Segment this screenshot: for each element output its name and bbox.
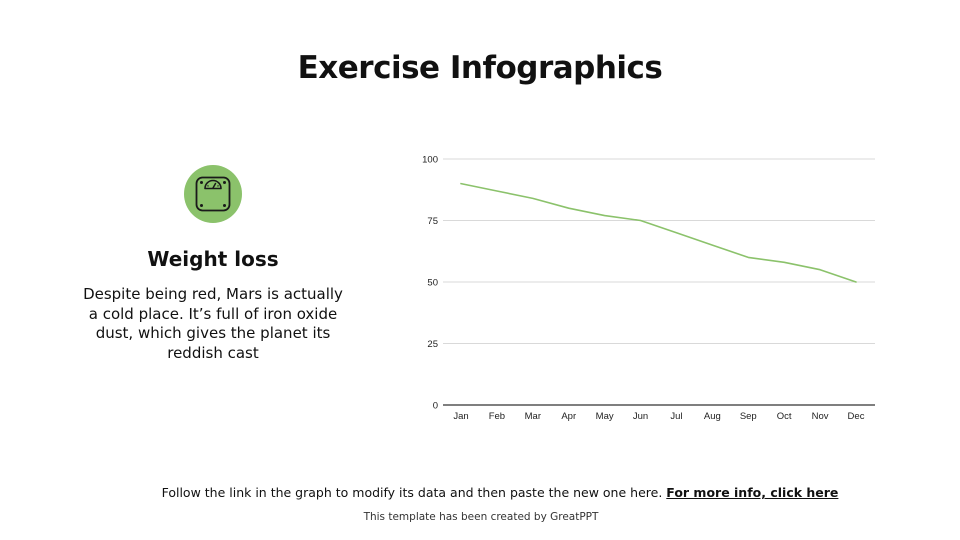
- x-tick-label: Jun: [633, 411, 648, 422]
- more-info-link[interactable]: For more info, click here: [666, 485, 839, 500]
- x-tick-label: Mar: [525, 411, 541, 422]
- x-tick-label: Sep: [740, 411, 757, 422]
- y-tick-label: 75: [427, 216, 438, 227]
- template-credit: This template has been created by GreatP…: [363, 511, 599, 523]
- y-tick-label: 100: [422, 155, 438, 166]
- y-tick-label: 50: [427, 278, 438, 289]
- series-line: [460, 182, 857, 283]
- y-tick-label: 0: [433, 401, 438, 412]
- x-tick-label: Jan: [453, 411, 468, 422]
- weight-scale-icon: [184, 165, 242, 223]
- x-tick-label: Dec: [848, 411, 865, 422]
- x-tick-label: Aug: [704, 411, 721, 422]
- page-title: Exercise Infographics: [297, 50, 663, 86]
- x-tick-label: May: [596, 411, 614, 422]
- feature-title: Weight loss: [147, 247, 279, 271]
- x-tick-label: Apr: [561, 411, 576, 422]
- x-tick-label: Jul: [670, 411, 682, 422]
- x-tick-label: Oct: [777, 411, 792, 422]
- x-tick-label: Feb: [489, 411, 505, 422]
- x-tick-label: Nov: [812, 411, 829, 422]
- line-chart: 0 25 50 75 100 Jan Feb Mar Apr May Jun Jul Aug Sep Oct…: [422, 155, 875, 422]
- y-tick-label: 25: [427, 339, 438, 350]
- footer-note: Follow the link in the graph to modify i…: [0, 485, 960, 500]
- footer-text: Follow the link in the graph to modify i…: [161, 485, 663, 500]
- feature-description: Despite being red, Mars is actually a co…: [83, 285, 343, 362]
